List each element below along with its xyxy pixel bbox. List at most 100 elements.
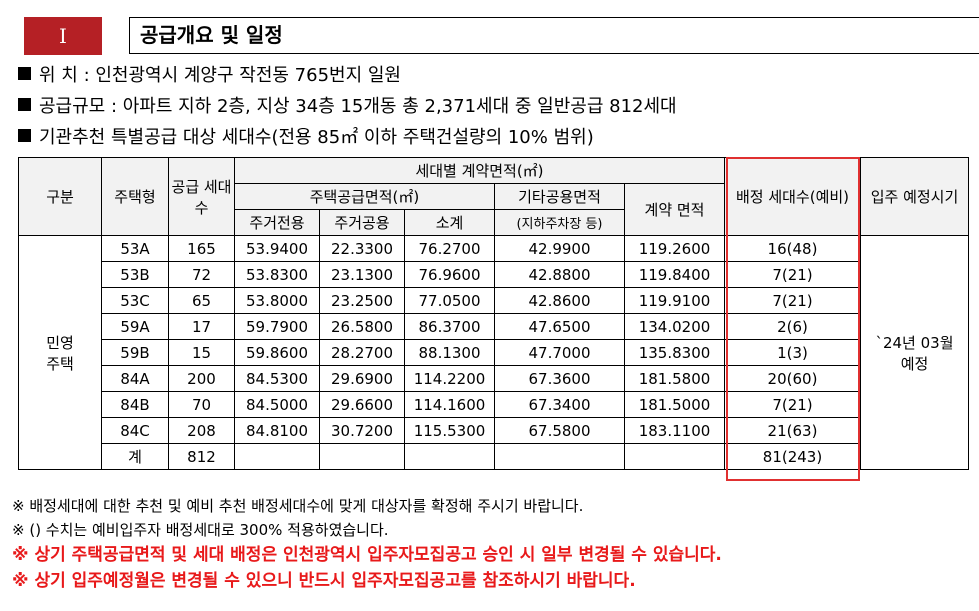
cell-allocation: 7(21) (724, 391, 861, 418)
table-row: 53C 65 53.8000 23.2500 77.0500 42.8600 119.910… (19, 287, 969, 314)
cell-common: 28.2700 (319, 339, 405, 366)
header-common: 주거공용 (319, 209, 405, 236)
cell-empty (319, 443, 405, 470)
cell-other-common: 42.8800 (494, 261, 625, 288)
bullet-supply-scale: 공급규모 : 아파트 지하 2층, 지상 34층 15개동 총 2,371세대 … (18, 91, 677, 122)
cell-subtotal: 114.2200 (404, 365, 495, 392)
bullet-square-icon (18, 98, 31, 111)
cell-type: 53C (101, 287, 169, 314)
cell-allocation: 16(48) (724, 235, 861, 262)
cell-supply: 165 (168, 235, 235, 262)
cell-contract: 134.0200 (624, 313, 725, 340)
header-other-common: 기타공용면적 (494, 183, 625, 210)
header-move-in: 입주 예정시기 (860, 157, 969, 236)
header-category: 구분 (18, 157, 102, 236)
table-row: 84A 200 84.5300 29.6900 114.2200 67.3600 181.5… (19, 365, 969, 392)
cell-exclusive: 53.8300 (234, 261, 320, 288)
header-contract-area: 세대별 계약면적(㎡) (234, 157, 725, 184)
cell-contract: 119.8400 (624, 261, 725, 288)
cell-exclusive: 53.8000 (234, 287, 320, 314)
cell-type: 59B (101, 339, 169, 366)
cell-subtotal: 77.0500 (404, 287, 495, 314)
section-header: I 공급개요 및 일정 (24, 17, 979, 55)
cell-type: 84C (101, 417, 169, 444)
cell-exclusive: 84.5000 (234, 391, 320, 418)
cell-other-common: 47.6500 (494, 313, 625, 340)
cell-supply: 65 (168, 287, 235, 314)
cell-allocation: 7(21) (724, 261, 861, 288)
cell-subtotal: 115.5300 (404, 417, 495, 444)
cell-allocation: 7(21) (724, 287, 861, 314)
cell-subtotal: 76.9600 (404, 261, 495, 288)
cell-supply: 200 (168, 365, 235, 392)
cell-empty (234, 443, 320, 470)
cell-type: 53B (101, 261, 169, 288)
cell-empty (404, 443, 495, 470)
warning-note: ※ 상기 주택공급면적 및 세대 배정은 인천광역시 입주자모집공고 승인 시 … (12, 545, 722, 565)
bullet-square-icon (18, 129, 31, 142)
cell-other-common: 42.9900 (494, 235, 625, 262)
cell-subtotal: 76.2700 (404, 235, 495, 262)
header-subtotal: 소계 (404, 209, 495, 236)
table-row: 84C 208 84.8100 30.7200 115.5300 67.5800 183.1… (19, 417, 969, 444)
cell-total-label: 계 (101, 443, 169, 470)
bullet-special-supply: 기관추천 특별공급 대상 세대수(전용 85㎡ 이하 주택건설량의 10% 범위… (18, 122, 677, 153)
cell-type: 84B (101, 391, 169, 418)
cell-exclusive: 84.5300 (234, 365, 320, 392)
cell-contract: 119.9100 (624, 287, 725, 314)
cell-exclusive: 59.8600 (234, 339, 320, 366)
header-housing-supply-area: 주택공급면적(㎡) (234, 183, 495, 210)
table-row: 84B 70 84.5000 29.6600 114.1600 67.3400 181.50… (19, 391, 969, 418)
cell-common: 26.5800 (319, 313, 405, 340)
cell-contract: 135.8300 (624, 339, 725, 366)
cell-supply: 17 (168, 313, 235, 340)
cell-common: 29.6600 (319, 391, 405, 418)
cell-supply: 208 (168, 417, 235, 444)
cell-contract: 119.2600 (624, 235, 725, 262)
cell-type: 53A (101, 235, 169, 262)
cell-other-common: 67.3600 (494, 365, 625, 392)
bullet-location: 위 치 : 인천광역시 계양구 작전동 765번지 일원 (18, 60, 677, 91)
table-body: 민영 주택 53A 165 53.9400 22.3300 76.2700 42.9900 1… (18, 235, 969, 470)
header-contract: 계약 면적 (624, 183, 725, 236)
cell-other-common: 47.7000 (494, 339, 625, 366)
cell-empty (624, 443, 725, 470)
cell-contract: 183.1100 (624, 417, 725, 444)
header-supply: 공급 세대수 (168, 157, 235, 236)
cell-common: 30.7200 (319, 417, 405, 444)
header-other-common-note: (지하주차장 등) (494, 209, 625, 236)
table-row: 53B 72 53.8300 23.1300 76.9600 42.8800 119.840… (19, 261, 969, 288)
cell-empty (494, 443, 625, 470)
cell-supply: 15 (168, 339, 235, 366)
table-row: 59B 15 59.8600 28.2700 88.1300 47.7000 135.830… (19, 339, 969, 366)
bullet-square-icon (18, 67, 31, 80)
cell-supply: 72 (168, 261, 235, 288)
cell-type: 59A (101, 313, 169, 340)
notes: ※ 배정세대에 대한 추천 및 예비 추천 배정세대수에 맞게 대상자를 확정해… (12, 494, 722, 594)
cell-total-allocation: 81(243) (724, 443, 861, 470)
header-type: 주택형 (101, 157, 169, 236)
cell-supply: 70 (168, 391, 235, 418)
section-title: 공급개요 및 일정 (129, 17, 979, 54)
cell-common: 23.1300 (319, 261, 405, 288)
cell-subtotal: 114.1600 (404, 391, 495, 418)
supply-table: 구분 주택형 공급 세대수 세대별 계약면적(㎡) 배정 세대수(예비) 입주 … (18, 157, 969, 470)
cell-contract: 181.5800 (624, 365, 725, 392)
cell-other-common: 42.8600 (494, 287, 625, 314)
cell-subtotal: 88.1300 (404, 339, 495, 366)
cell-other-common: 67.3400 (494, 391, 625, 418)
header-allocation: 배정 세대수(예비) (724, 157, 861, 236)
cell-type: 84A (101, 365, 169, 392)
table-row: 민영 주택 53A 165 53.9400 22.3300 76.2700 42.9900 1… (18, 235, 969, 470)
cell-move-in: `24년 03월 예정 (860, 235, 969, 470)
summary-bullets: 위 치 : 인천광역시 계양구 작전동 765번지 일원 공급규모 : 아파트 … (18, 60, 677, 153)
cell-other-common: 67.5800 (494, 417, 625, 444)
note: ※ () 수치는 예비입주자 배정세대로 300% 적용하였습니다. (12, 521, 389, 539)
header-exclusive: 주거전용 (234, 209, 320, 236)
cell-exclusive: 59.7900 (234, 313, 320, 340)
cell-total-supply: 812 (168, 443, 235, 470)
table-total-row: 계 812 81(243) (19, 443, 969, 470)
cell-exclusive: 53.9400 (234, 235, 320, 262)
cell-exclusive: 84.8100 (234, 417, 320, 444)
cell-common: 22.3300 (319, 235, 405, 262)
